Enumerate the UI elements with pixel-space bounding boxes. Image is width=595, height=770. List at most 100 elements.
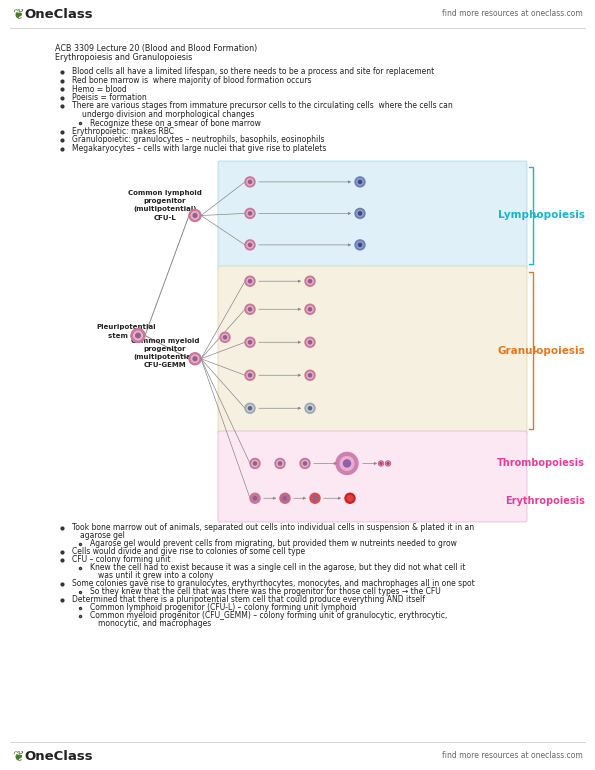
Circle shape — [189, 209, 201, 222]
Circle shape — [222, 334, 228, 340]
Text: Common myeloid: Common myeloid — [131, 338, 199, 343]
Circle shape — [275, 458, 285, 468]
Text: Poeisis = formation: Poeisis = formation — [72, 93, 147, 102]
Circle shape — [358, 243, 362, 246]
Text: Thrombopoiesis: Thrombopoiesis — [497, 458, 585, 468]
Circle shape — [247, 278, 253, 284]
Circle shape — [355, 177, 365, 187]
Circle shape — [247, 179, 253, 185]
Text: OneClass: OneClass — [24, 749, 93, 762]
Circle shape — [336, 453, 358, 474]
Text: Lymphopoiesis: Lymphopoiesis — [498, 210, 585, 220]
Circle shape — [387, 463, 389, 464]
Text: stem cell: stem cell — [108, 333, 144, 339]
Text: find more resources at oneclass.com: find more resources at oneclass.com — [442, 752, 583, 761]
Text: ❦: ❦ — [12, 7, 24, 21]
Text: CFU-L: CFU-L — [154, 215, 176, 220]
Text: So they knew that the cell that was there was the progenitor for those cell type: So they knew that the cell that was ther… — [90, 588, 441, 597]
Circle shape — [248, 280, 252, 283]
Text: CFU-GEMM: CFU-GEMM — [143, 362, 186, 368]
Circle shape — [248, 308, 252, 311]
Circle shape — [248, 243, 252, 246]
Circle shape — [136, 333, 140, 338]
Circle shape — [378, 461, 384, 466]
Circle shape — [300, 458, 310, 468]
Text: Granulopoietic: granulocytes – neutrophils, basophils, eosinophils: Granulopoietic: granulocytes – neutrophi… — [72, 136, 324, 145]
Circle shape — [305, 370, 315, 380]
Circle shape — [345, 494, 355, 504]
Text: Common lymphoid progenitor (CFU-L) – colony forming unit lymphoid: Common lymphoid progenitor (CFU-L) – col… — [90, 604, 356, 612]
Circle shape — [245, 240, 255, 250]
Circle shape — [312, 495, 318, 501]
Circle shape — [248, 373, 252, 377]
Circle shape — [252, 460, 258, 467]
Circle shape — [277, 460, 283, 467]
Circle shape — [308, 407, 312, 410]
Circle shape — [357, 242, 363, 248]
Circle shape — [247, 372, 253, 378]
Circle shape — [343, 460, 350, 467]
Circle shape — [247, 210, 253, 216]
Circle shape — [282, 495, 288, 501]
Circle shape — [386, 462, 390, 465]
Circle shape — [220, 333, 230, 343]
Circle shape — [358, 212, 362, 215]
Text: Cells would divide and give rise to colonies of some cell type: Cells would divide and give rise to colo… — [72, 547, 305, 557]
Circle shape — [307, 339, 313, 346]
Circle shape — [340, 457, 354, 470]
Text: Determined that there is a pluripotential stem cell that could produce everythin: Determined that there is a pluripotentia… — [72, 595, 425, 604]
Circle shape — [248, 212, 252, 215]
Circle shape — [245, 337, 255, 347]
Circle shape — [250, 494, 260, 504]
Circle shape — [189, 353, 201, 365]
Circle shape — [308, 308, 312, 311]
Text: OneClass: OneClass — [24, 8, 93, 21]
Circle shape — [280, 494, 290, 504]
Text: progenitor: progenitor — [144, 346, 186, 352]
Text: Granulopoiesis: Granulopoiesis — [497, 346, 585, 356]
Circle shape — [283, 497, 287, 500]
Text: undergo division and morphological changes: undergo division and morphological chang… — [82, 110, 255, 119]
Circle shape — [247, 339, 253, 346]
Text: ❦: ❦ — [12, 749, 24, 763]
Circle shape — [245, 209, 255, 219]
Circle shape — [253, 462, 256, 465]
Text: CFU – colony forming unit: CFU – colony forming unit — [72, 555, 171, 564]
Circle shape — [131, 329, 145, 343]
Text: Agarose gel would prevent cells from migrating, but provided them w nutreints ne: Agarose gel would prevent cells from mig… — [90, 540, 457, 548]
Circle shape — [305, 304, 315, 314]
Circle shape — [380, 463, 382, 464]
Circle shape — [193, 357, 197, 360]
Text: There are various stages from immature precursor cells to the circulating cells : There are various stages from immature p… — [72, 102, 453, 111]
Text: Red bone marrow is  where majority of blood formation occurs: Red bone marrow is where majority of blo… — [72, 76, 312, 85]
Text: progenitor: progenitor — [144, 199, 186, 205]
Circle shape — [250, 458, 260, 468]
Circle shape — [308, 373, 312, 377]
Text: ACB 3309 Lecture 20 (Blood and Blood Formation): ACB 3309 Lecture 20 (Blood and Blood For… — [55, 43, 257, 52]
Text: Erythropoietic: makes RBC: Erythropoietic: makes RBC — [72, 127, 174, 136]
Circle shape — [355, 240, 365, 250]
Circle shape — [193, 213, 197, 217]
Text: Common myeloid progenitor (CFU_GEMM) – colony forming unit of granulocytic, eryt: Common myeloid progenitor (CFU_GEMM) – c… — [90, 611, 447, 621]
Text: (multipotential): (multipotential) — [133, 353, 197, 360]
Circle shape — [223, 336, 227, 339]
Circle shape — [307, 306, 313, 313]
Circle shape — [248, 180, 252, 183]
Text: Common lymphoid: Common lymphoid — [128, 190, 202, 196]
Circle shape — [247, 242, 253, 248]
Circle shape — [307, 372, 313, 378]
Circle shape — [245, 370, 255, 380]
FancyBboxPatch shape — [218, 431, 527, 522]
Circle shape — [191, 212, 199, 219]
Text: Knew the cell had to exist because it was a single cell in the agarose, but they: Knew the cell had to exist because it wa… — [90, 564, 465, 573]
Circle shape — [307, 278, 313, 284]
Circle shape — [252, 495, 258, 501]
FancyBboxPatch shape — [218, 266, 527, 435]
Circle shape — [134, 331, 142, 340]
Circle shape — [248, 407, 252, 410]
Text: Recognize these on a smear of bone marrow: Recognize these on a smear of bone marro… — [90, 119, 261, 128]
Text: Hemo = blood: Hemo = blood — [72, 85, 127, 93]
Circle shape — [355, 209, 365, 219]
Circle shape — [314, 497, 317, 500]
Circle shape — [386, 461, 390, 466]
